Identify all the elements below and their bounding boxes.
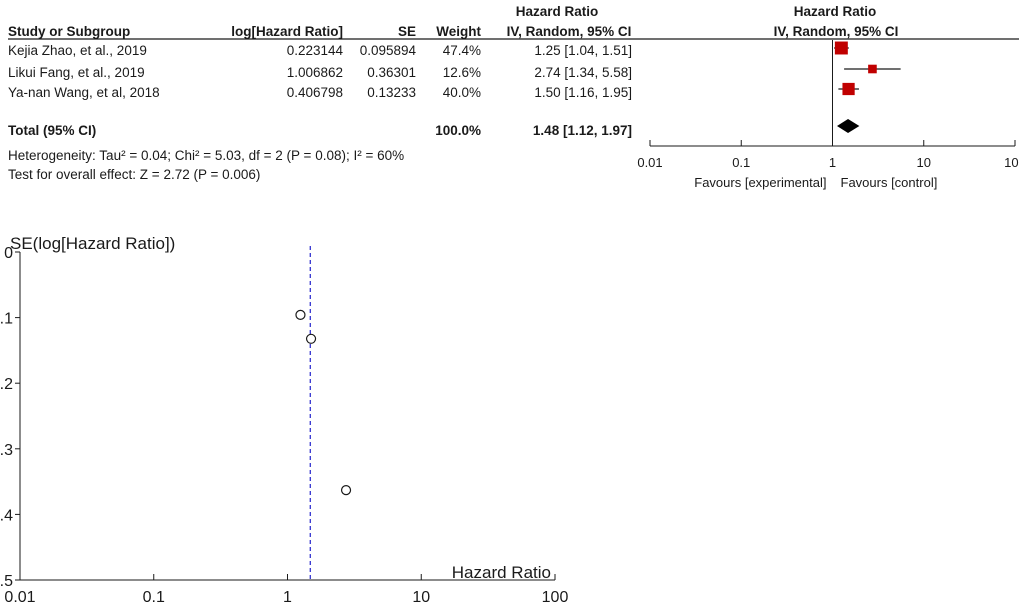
study-name: Ya-nan Wang, et al, 2018 [8, 85, 160, 100]
se-value: 0.095894 [360, 43, 417, 58]
funnel-y-tick-label: 0.2 [0, 376, 13, 393]
funnel-xlabel: Hazard Ratio [452, 563, 551, 582]
table-row: Ya-nan Wang, et al, 2018 0.406798 0.1323… [8, 85, 632, 100]
funnel-ylabel: SE(log[Hazard Ratio]) [10, 234, 175, 253]
ci-value: 1.25 [1.04, 1.51] [534, 43, 632, 58]
weight-value: 40.0% [443, 85, 481, 100]
funnel-x-tick-label: 0.01 [4, 589, 35, 606]
funnel-x-tick-label: 100 [542, 589, 569, 606]
favours-left-label: Favours [experimental] [694, 175, 826, 190]
total-label: Total (95% CI) [8, 123, 96, 138]
forest-tick-label: 0.1 [732, 155, 750, 170]
funnel-y-tick-label: 0.5 [0, 573, 13, 590]
funnel-point [295, 309, 306, 321]
se-header: SE [398, 24, 416, 39]
table-row: Kejia Zhao, et al., 2019 0.223144 0.0958… [8, 43, 632, 58]
heterogeneity-note: Heterogeneity: Tau² = 0.04; Chi² = 5.03,… [8, 148, 404, 163]
funnel-y-tick-label: 0.1 [0, 311, 13, 328]
effect-header: IV, Random, 95% CI [507, 24, 632, 39]
forest-tick-label: 1 [829, 155, 836, 170]
loghr-header: log[Hazard Ratio] [231, 24, 343, 39]
study-header: Study or Subgroup [8, 24, 130, 39]
funnel-point [340, 485, 352, 496]
ci-value: 2.74 [1.34, 5.58] [534, 65, 632, 80]
funnel-x-tick-label: 1 [283, 589, 292, 606]
funnel-x-tick-label: 10 [412, 589, 430, 606]
total-row: Total (95% CI) 100.0% 1.48 [1.12, 1.97] [8, 123, 632, 138]
loghr-value: 1.006862 [287, 65, 343, 80]
funnel-y-tick-label: 0.4 [0, 507, 13, 524]
forest-plot: 0.01 0.1 1 10 100 Favours [experimental] Favou… [637, 40, 1019, 190]
ci-value: 1.50 [1.16, 1.95] [534, 85, 632, 100]
funnel-plot: SE(log[Hazard Ratio]) Hazard Ratio 0 0.1 0… [0, 234, 568, 606]
study-name: Likui Fang, et al., 2019 [8, 65, 145, 80]
study-marker [834, 41, 848, 55]
forest-tick-label: 10 [917, 155, 931, 170]
weight-value: 12.6% [443, 65, 481, 80]
plot-header: IV, Random, 95% CI [774, 24, 899, 39]
effect-header-top: Hazard Ratio [516, 4, 599, 19]
overall-effect-note: Test for overall effect: Z = 2.72 (P = 0… [8, 167, 260, 182]
forest-tick-label: 100 [1004, 155, 1019, 170]
study-name: Kejia Zhao, et al., 2019 [8, 43, 147, 58]
total-weight: 100.0% [435, 123, 481, 138]
weight-value: 47.4% [443, 43, 481, 58]
forest-table: Hazard Ratio Hazard Ratio Study or Subgr… [8, 4, 1019, 182]
table-row: Likui Fang, et al., 2019 1.006862 0.3630… [8, 65, 632, 80]
funnel-y-tick-label: 0 [4, 245, 13, 262]
funnel-x-tick-label: 0.1 [143, 589, 165, 606]
se-value: 0.13233 [367, 85, 416, 100]
study-marker [842, 82, 855, 96]
loghr-value: 0.406798 [287, 85, 343, 100]
funnel-point [305, 333, 317, 344]
se-value: 0.36301 [367, 65, 416, 80]
loghr-value: 0.223144 [287, 43, 344, 58]
forest-tick-label: 0.01 [637, 155, 662, 170]
pooled-diamond [836, 119, 860, 133]
study-marker [868, 64, 877, 74]
funnel-y-tick-label: 0.3 [0, 442, 13, 459]
plot-header-top: Hazard Ratio [794, 4, 877, 19]
total-ci: 1.48 [1.12, 1.97] [533, 123, 632, 138]
favours-right-label: Favours [control] [841, 175, 938, 190]
weight-header: Weight [436, 24, 481, 39]
